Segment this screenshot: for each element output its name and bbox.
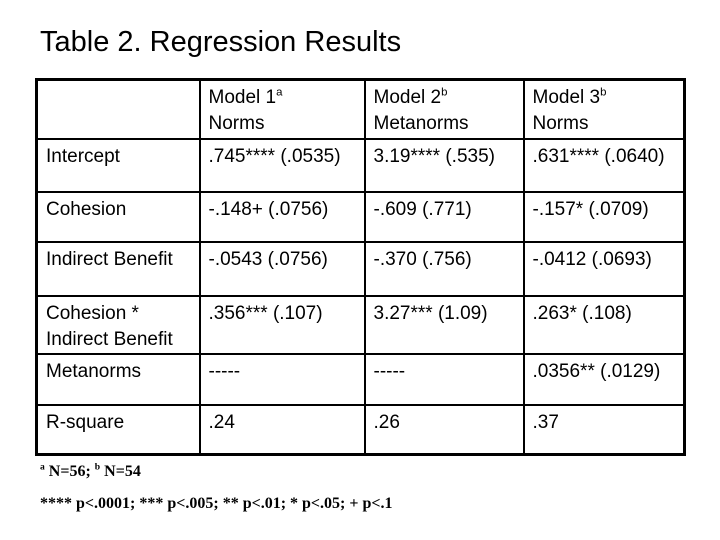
row-label-cell: Indirect Benefit bbox=[35, 240, 201, 297]
table-header-row: Model 1a Norms Model 2b Metanorms Model … bbox=[35, 78, 686, 140]
value-cell: 3.19**** (.535) bbox=[363, 137, 525, 193]
row-label-cell: Metanorms bbox=[35, 352, 201, 406]
sample-size-footnote: a N=56; b N=54 bbox=[40, 462, 141, 482]
value-cell: .26 bbox=[363, 403, 525, 456]
value-cell: ----- bbox=[198, 352, 366, 406]
model2-dv-label: Metanorms bbox=[373, 113, 469, 134]
model3-dv-label: Norms bbox=[532, 113, 589, 134]
value-cell: 3.27*** (1.09) bbox=[363, 294, 525, 355]
sample-size-a: N=56; bbox=[44, 463, 95, 480]
value-cell: .0356** (.0129) bbox=[522, 352, 686, 406]
row-label-cell: Cohesion bbox=[35, 190, 201, 243]
value-cell: .37 bbox=[522, 403, 686, 456]
value-cell: .745**** (.0535) bbox=[198, 137, 366, 193]
header-cell-model2: Model 2b Metanorms bbox=[363, 78, 525, 140]
model2-name: Model 2 bbox=[373, 87, 442, 108]
table-row-metanorms: Metanorms ----- ----- .0356** (.0129) bbox=[35, 352, 686, 406]
value-cell: -.157* (.0709) bbox=[522, 190, 686, 243]
header-cell-model3: Model 3b Norms bbox=[522, 78, 686, 140]
header-cell-model1: Model 1a Norms bbox=[198, 78, 366, 140]
sample-size-b: N=54 bbox=[100, 463, 141, 480]
model1-dv-label: Norms bbox=[208, 113, 265, 134]
regression-results-table: Model 1a Norms Model 2b Metanorms Model … bbox=[35, 78, 686, 456]
value-cell: -.0543 (.0756) bbox=[198, 240, 366, 297]
model1-name: Model 1 bbox=[208, 87, 277, 108]
model3-superscript: b bbox=[600, 86, 607, 99]
row-label-cell: Cohesion * Indirect Benefit bbox=[35, 294, 201, 355]
slide-title: Table 2. Regression Results bbox=[40, 26, 402, 58]
footnote-superscript-a: a bbox=[40, 461, 45, 473]
value-cell: .263* (.108) bbox=[522, 294, 686, 355]
model2-superscript: b bbox=[441, 86, 448, 99]
header-cell-empty bbox=[35, 78, 201, 140]
value-cell: -.370 (.756) bbox=[363, 240, 525, 297]
row-label-cell: R-square bbox=[35, 403, 201, 456]
value-cell: .631**** (.0640) bbox=[522, 137, 686, 193]
value-cell: -.0412 (.0693) bbox=[522, 240, 686, 297]
table-row-cohesion: Cohesion -.148+ (.0756) -.609 (.771) -.1… bbox=[35, 190, 686, 243]
model1-superscript: a bbox=[276, 86, 283, 99]
model3-name: Model 3 bbox=[532, 87, 601, 108]
footnote-superscript-b: b bbox=[94, 461, 101, 473]
value-cell: -.148+ (.0756) bbox=[198, 190, 366, 243]
significance-legend: **** p<.0001; *** p<.005; ** p<.01; * p<… bbox=[40, 495, 393, 512]
table-row-intercept: Intercept .745**** (.0535) 3.19**** (.53… bbox=[35, 137, 686, 193]
table-row-r-square: R-square .24 .26 .37 bbox=[35, 403, 686, 456]
row-label-cell: Intercept bbox=[35, 137, 201, 193]
table-row-indirect-benefit: Indirect Benefit -.0543 (.0756) -.370 (.… bbox=[35, 240, 686, 297]
value-cell: .24 bbox=[198, 403, 366, 456]
value-cell: .356*** (.107) bbox=[198, 294, 366, 355]
value-cell: -.609 (.771) bbox=[363, 190, 525, 243]
value-cell: ----- bbox=[363, 352, 525, 406]
table-row-cohesion-x-indirect-benefit: Cohesion * Indirect Benefit .356*** (.10… bbox=[35, 294, 686, 355]
